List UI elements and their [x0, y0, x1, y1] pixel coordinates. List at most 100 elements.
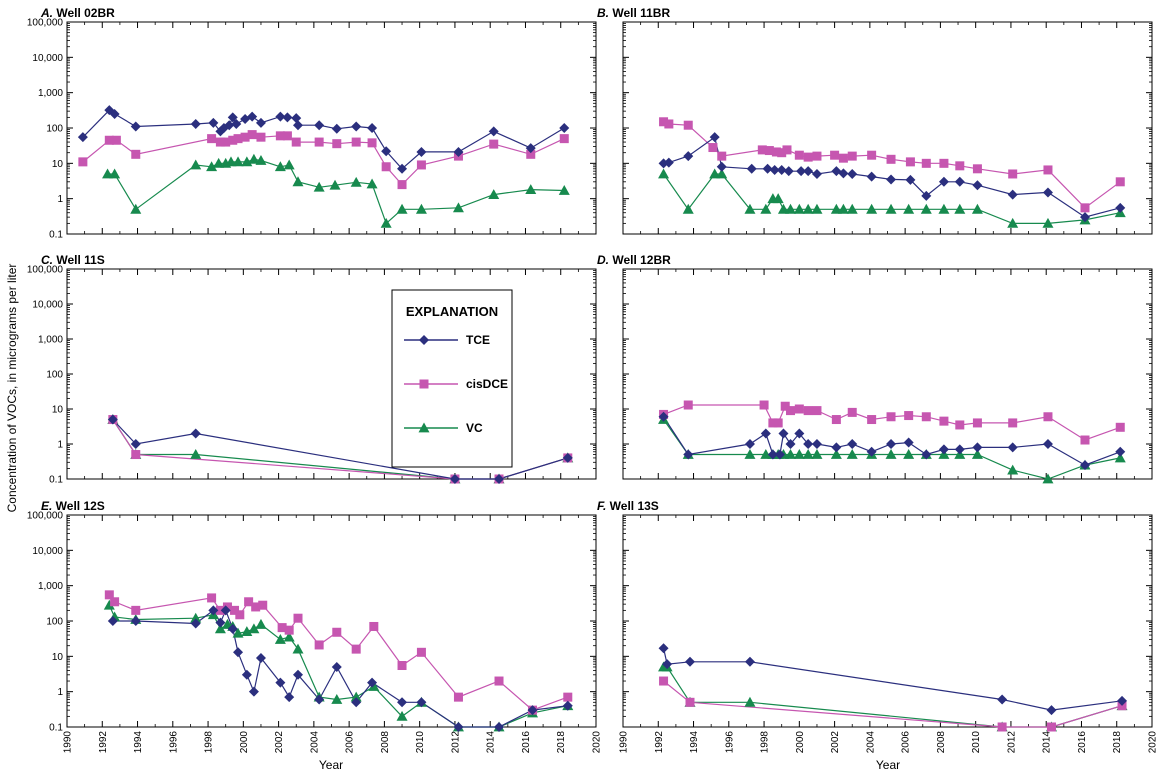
data-point-tce [746, 163, 757, 174]
data-point-tce [331, 123, 342, 134]
data-point-tce [453, 722, 464, 732]
data-point-tce [774, 449, 785, 460]
data-point-tce [190, 428, 201, 439]
data-point-cisdce [997, 722, 1007, 732]
data-point-tce [938, 176, 949, 187]
panel-letter: A. [40, 6, 53, 20]
data-point-cisdce [332, 139, 342, 149]
data-point-cisdce [397, 180, 407, 190]
data-point-cisdce [831, 415, 841, 425]
data-point-tce [794, 428, 805, 439]
data-point-tce [847, 439, 858, 449]
data-point-cisdce [921, 158, 931, 168]
data-point-vc [102, 168, 114, 179]
data-point-cisdce [277, 623, 287, 633]
data-point-cisdce [489, 139, 499, 149]
data-point-cisdce [838, 153, 848, 163]
data-point-tce [658, 643, 669, 654]
data-point-vc [248, 153, 260, 164]
data-point-tce [562, 700, 573, 711]
data-point-tce [803, 439, 814, 449]
data-point-tce [762, 163, 773, 174]
data-point-cisdce [230, 605, 240, 615]
data-point-vc [744, 449, 756, 459]
data-point-tce [77, 132, 88, 143]
data-point-tce [292, 120, 303, 131]
data-point-vc [682, 203, 694, 214]
data-point-vc [109, 168, 121, 179]
chart-panel-b: B. Well 11BR [597, 6, 1153, 235]
data-point-tce [525, 143, 536, 154]
data-point-cisdce [886, 154, 896, 164]
data-point-tce [921, 190, 932, 201]
data-point-tce [255, 117, 266, 128]
data-point-vc [190, 612, 202, 623]
data-point-vc [866, 203, 878, 214]
data-point-cisdce [251, 602, 261, 612]
x-tick-label: 1992 [654, 731, 665, 754]
data-point-cisdce [955, 161, 965, 171]
x-tick-label: 2006 [345, 731, 356, 754]
y-tick-label: 1,000 [38, 88, 63, 99]
data-point-cisdce [526, 149, 536, 159]
data-point-cisdce [759, 400, 769, 410]
data-point-tce [488, 126, 499, 137]
data-point-tce [1115, 202, 1126, 213]
y-tick-label: 100 [46, 370, 63, 381]
data-point-tce [954, 176, 965, 187]
x-tick-label: 1998 [204, 731, 215, 754]
data-point-vc [255, 155, 267, 165]
data-point-vc [248, 623, 260, 634]
y-tick-label: 1 [57, 440, 63, 451]
plot-frame [622, 268, 1153, 480]
x-tick-label: 2012 [1006, 731, 1017, 754]
data-point-vc [811, 203, 823, 214]
data-point-vc [846, 449, 858, 459]
data-point-cisdce [972, 164, 982, 174]
data-point-vc [760, 203, 772, 214]
data-point-tce [972, 442, 983, 453]
data-point-tce [241, 669, 252, 680]
data-point-tce [831, 442, 842, 453]
chart-panel-f: F. Well 13S 1990 1992 1994 1996 1998 2000 2002 2… [597, 499, 1159, 753]
legend-box [391, 289, 513, 468]
plot-frame [66, 268, 597, 480]
data-point-tce [130, 439, 141, 449]
data-point-tce [284, 692, 295, 703]
data-point-vc [213, 157, 225, 168]
data-point-tce [1042, 439, 1053, 449]
data-point-cisdce [78, 157, 88, 167]
x-tick-label: 1994 [133, 731, 144, 754]
x-tick-label: 2014 [486, 731, 497, 754]
data-point-vc [292, 643, 304, 654]
data-point-cisdce [351, 137, 361, 147]
data-point-tce [416, 146, 427, 157]
data-point-cisdce [1046, 722, 1056, 732]
data-point-vc [1114, 452, 1126, 463]
x-tick-label: 1994 [689, 731, 700, 754]
x-axis-title-right: Year [876, 758, 900, 772]
data-point-cisdce [1008, 418, 1018, 428]
x-axis-title-left: Year [319, 758, 343, 772]
data-point-vc [283, 159, 295, 170]
data-point-vc [255, 618, 267, 629]
y-tick-label: 100 [46, 617, 63, 628]
y-tick-label: 0.1 [49, 230, 63, 241]
data-point-tce [107, 616, 118, 626]
y-tick-label: 1 [57, 687, 63, 698]
x-tick-label: 2002 [830, 731, 841, 754]
data-point-cisdce [258, 600, 268, 610]
data-point-tce [331, 661, 342, 672]
x-tick-label: 2004 [865, 731, 876, 754]
data-point-tce [208, 605, 219, 616]
data-point-cisdce [233, 134, 243, 144]
data-point-tce [231, 118, 242, 129]
data-point-vc [274, 633, 286, 644]
data-point-cisdce [284, 625, 294, 635]
data-point-tce [683, 151, 694, 162]
data-point-tce [744, 656, 755, 667]
data-point-vc [241, 156, 253, 167]
data-point-tce [783, 166, 794, 177]
x-tick-label: 2020 [1148, 731, 1159, 754]
series-line-cisdce [663, 404, 1121, 441]
